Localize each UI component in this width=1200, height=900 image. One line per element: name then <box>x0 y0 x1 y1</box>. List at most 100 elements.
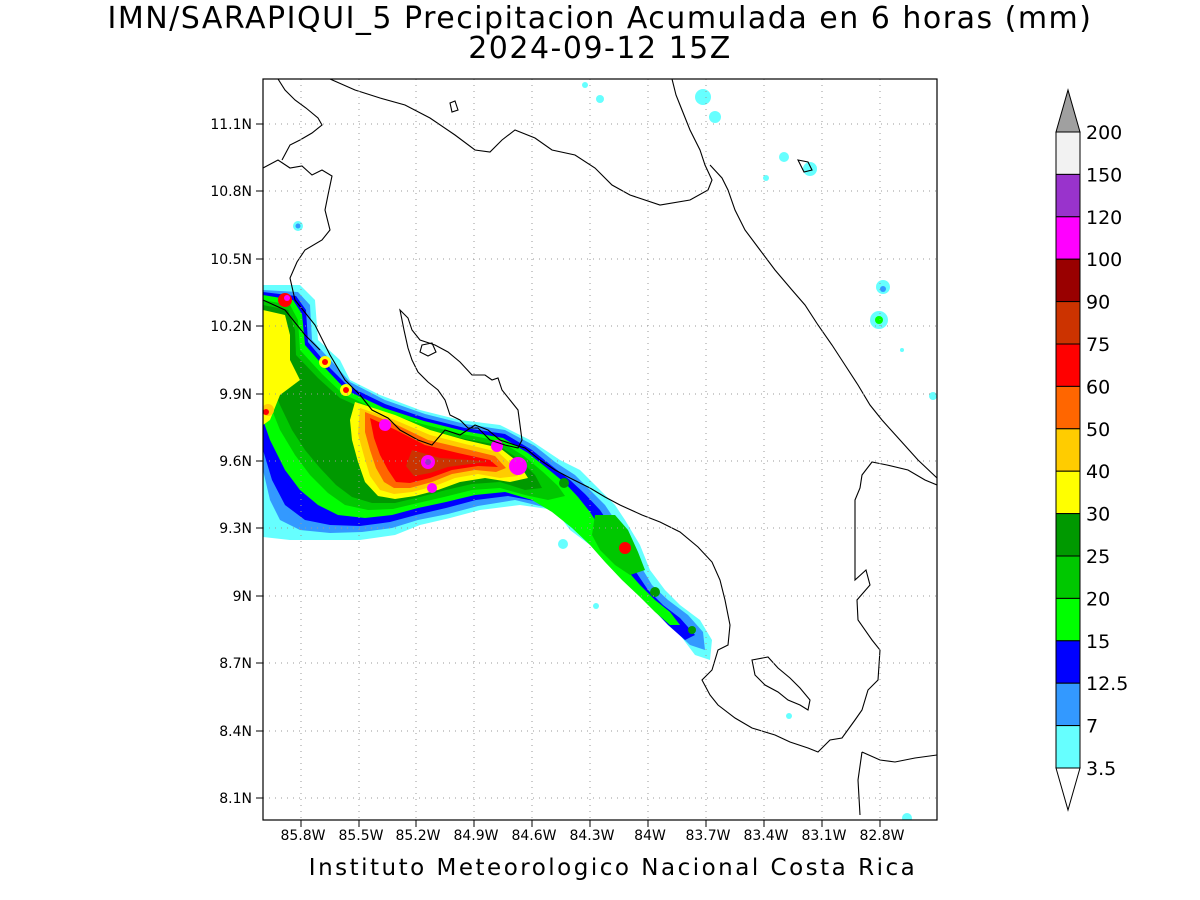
precip-120 <box>509 457 527 475</box>
precip-25 <box>559 478 569 488</box>
map-datetime: 2024-09-12 15Z <box>468 31 732 66</box>
lon-label: 84W <box>634 828 666 844</box>
precip-60 <box>370 418 498 483</box>
precip-3.5 <box>786 713 792 719</box>
lat-label: 9.3N <box>219 521 252 537</box>
precip-7 <box>295 223 301 229</box>
colorbar-label: 30 <box>1086 504 1110 526</box>
lat-label: 9.9N <box>219 387 252 403</box>
nicaragua-island <box>449 100 459 113</box>
colorbar-swatch <box>1055 258 1081 303</box>
precip-25 <box>650 587 660 597</box>
precip-60 <box>263 409 269 415</box>
lat-label: 8.7N <box>219 656 252 672</box>
colorbar-max-arrow <box>1055 88 1081 133</box>
lon-label: 85.2W <box>395 828 440 844</box>
precip-15 <box>875 316 883 324</box>
colorbar-swatch <box>1055 555 1081 599</box>
precip-3.5 <box>582 82 588 88</box>
colorbar-label: 150 <box>1086 164 1122 186</box>
lon-label: 83.1W <box>801 828 846 844</box>
colorbar-label: 20 <box>1086 588 1110 610</box>
colorbar-label: 75 <box>1086 334 1110 356</box>
colorbar-label: 7 <box>1086 716 1098 738</box>
lon-label: 83.7W <box>685 828 730 844</box>
map-frame <box>262 78 938 821</box>
map-area <box>263 79 937 820</box>
nicoya-gulf-shore <box>419 342 437 357</box>
precip-20 <box>592 515 645 575</box>
lon-label: 84.9W <box>453 828 498 844</box>
precip-3.5 <box>902 813 912 820</box>
colorbar-swatch <box>1055 216 1081 260</box>
precip-3.5 <box>929 392 937 400</box>
burica-point <box>857 751 863 816</box>
colorbar-label: 25 <box>1086 546 1110 568</box>
map-title: IMN/SARAPIQUI_5 Precipitacion Acumulada … <box>107 1 1093 36</box>
colorbar-label: 3.5 <box>1086 758 1116 780</box>
precip-3.5 <box>779 152 789 162</box>
lon-label: 83.4W <box>743 828 788 844</box>
precip-150 <box>425 459 431 465</box>
colorbar-label: 40 <box>1086 461 1110 483</box>
colorbar-label: 90 <box>1086 292 1110 314</box>
colorbar-label: 15 <box>1086 631 1110 653</box>
atlantic-coastline <box>709 164 937 479</box>
lat-label: 11.1N <box>210 117 252 133</box>
precip-3.5 <box>695 89 711 105</box>
precip-3.5 <box>593 603 599 609</box>
longitude-labels: 85.8W 85.5W 85.2W 84.9W 84.6W 84.3W 84W … <box>280 828 904 844</box>
precip-7 <box>880 286 886 292</box>
precip-3.5 <box>900 348 904 352</box>
colorbar-swatch <box>1055 301 1081 345</box>
lat-label: 10.2N <box>210 319 252 335</box>
precip-3.5 <box>803 162 817 176</box>
coastlines <box>263 79 937 816</box>
colorbar-swatch <box>1055 725 1081 769</box>
colorbar-swatch <box>1055 173 1081 218</box>
lon-label: 84.6W <box>511 828 556 844</box>
burica-peninsula <box>861 751 937 763</box>
precip-25 <box>688 626 696 634</box>
colorbar-swatch <box>1055 513 1081 557</box>
colorbar-swatch <box>1055 385 1081 430</box>
colorbar-label: 100 <box>1086 249 1122 271</box>
caribbean-coastline <box>277 79 323 161</box>
precip-3.5 <box>709 111 721 123</box>
lat-label: 8.4N <box>219 724 252 740</box>
precipitation-field <box>263 82 937 820</box>
colorbar-label: 200 <box>1086 122 1122 144</box>
colorbar-swatch <box>1055 470 1081 515</box>
precip-3.5 <box>558 539 568 549</box>
lat-label: 10.5N <box>210 252 252 268</box>
lat-lon-grid <box>263 79 937 820</box>
lat-label: 9.6N <box>219 454 252 470</box>
precip-60 <box>619 542 631 554</box>
colorbar: 200 150 120 100 90 75 60 50 40 30 25 20 15 12.5 7 3.5 <box>1055 88 1128 812</box>
latitude-labels: 11.1N 10.8N 10.5N 10.2N 9.9N 9.6N 9.3N 9… <box>210 117 252 807</box>
colorbar-label: 60 <box>1086 376 1110 398</box>
precip-120 <box>284 295 290 301</box>
colorbar-swatch <box>1055 640 1081 684</box>
osa-peninsula <box>751 656 811 711</box>
precip-3.5 <box>596 95 604 103</box>
precip-3.5 <box>763 175 769 181</box>
colorbar-label: 12.5 <box>1086 673 1128 695</box>
colorbar-swatch <box>1055 131 1081 175</box>
lat-label: 10.8N <box>210 184 252 200</box>
colorbar-label: 120 <box>1086 207 1122 229</box>
colorbar-min-arrow <box>1055 767 1081 812</box>
precip-60 <box>322 359 328 365</box>
axis-ticks <box>256 123 881 827</box>
lon-label: 84.3W <box>569 828 614 844</box>
footer-credit: Instituto Meteorologico Nacional Costa R… <box>308 855 918 881</box>
border-line <box>263 299 321 351</box>
lon-label: 85.5W <box>338 828 383 844</box>
lake-nicaragua-shore <box>329 79 713 206</box>
pacific-coastline <box>263 159 937 753</box>
colorbar-label: 50 <box>1086 419 1110 441</box>
colorbar-swatch <box>1055 682 1081 727</box>
colorbar-swatch <box>1055 343 1081 387</box>
lat-label: 9N <box>233 589 252 605</box>
